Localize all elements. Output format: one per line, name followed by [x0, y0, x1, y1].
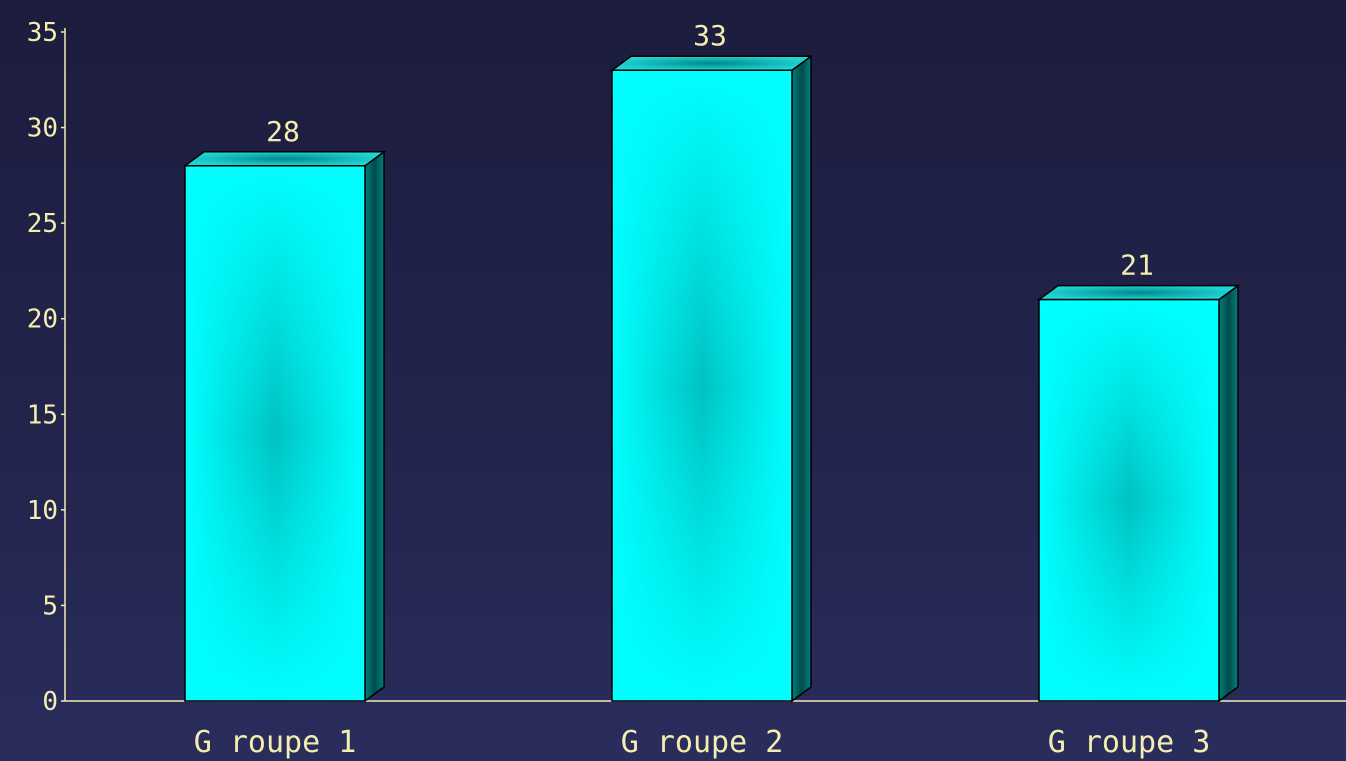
bar-data-label: 33 [693, 19, 727, 52]
bar-front-shade [1038, 298, 1220, 702]
bar-data-label: 28 [266, 115, 300, 148]
bar-top [609, 55, 814, 71]
bar-side [364, 150, 385, 703]
x-category-label: G roupe 2 [621, 725, 784, 760]
x-category-label: G roupe 3 [1048, 725, 1211, 760]
bar-front-shade [184, 165, 366, 702]
bar-top [1036, 284, 1241, 301]
bar [1036, 284, 1241, 703]
y-tick-label: 30 [27, 114, 58, 144]
y-tick-label: 35 [27, 18, 58, 48]
x-category-label: G roupe 1 [194, 725, 357, 760]
y-tick-label: 25 [27, 209, 58, 239]
bars [182, 54, 1241, 703]
bar-data-label: 21 [1120, 249, 1154, 282]
y-tick-label: 10 [27, 496, 58, 526]
y-tick-label: 5 [42, 591, 58, 621]
bar-side [1218, 284, 1239, 703]
bar-top [182, 151, 387, 167]
y-tick-label: 15 [27, 400, 58, 430]
bar [609, 54, 814, 703]
labels: 0 5 10 15 20 25 30 35 28 G roupe 1 33 G roupe 2 21 G … [27, 18, 1211, 760]
y-tick-label: 20 [27, 305, 58, 335]
y-tick-label: 0 [42, 687, 58, 717]
bar [182, 150, 387, 703]
bar-side [791, 54, 812, 703]
bar-front-shade [611, 69, 793, 702]
